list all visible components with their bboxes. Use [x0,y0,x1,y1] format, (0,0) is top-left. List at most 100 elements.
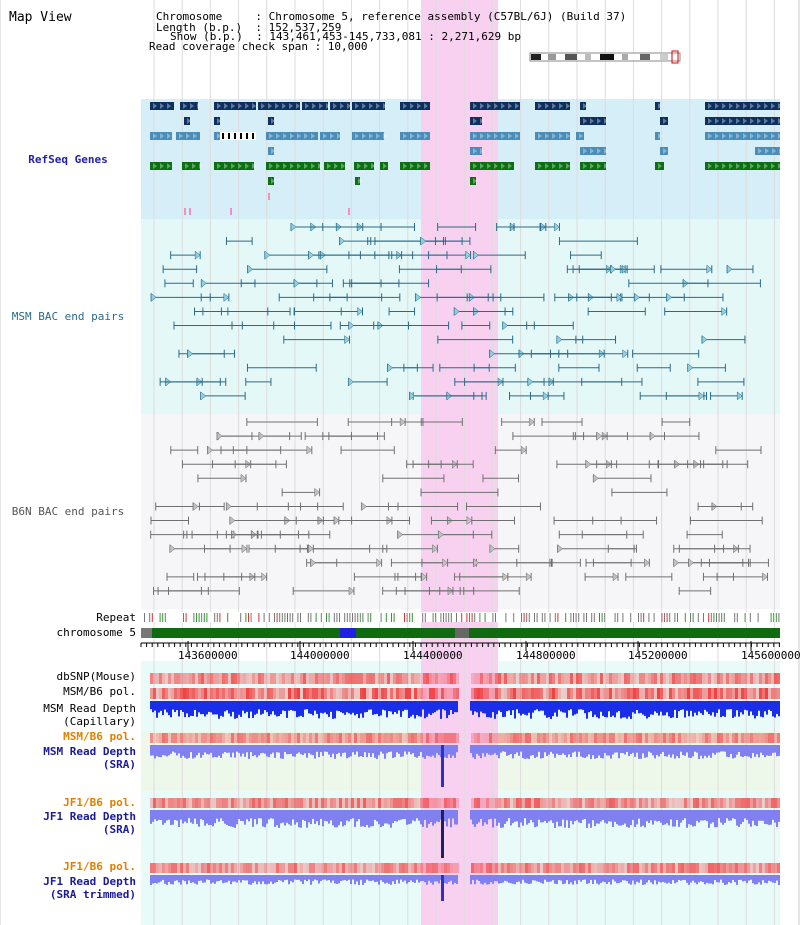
msm-b6-pol-label[interactable]: MSM/B6 pol. [63,685,136,698]
msm-sra-depth [434,745,436,758]
msm-capillary-depth [324,701,326,713]
repeat-mark [554,613,556,622]
repeat-mark [744,613,746,622]
msm-sra-depth [512,745,514,759]
msm-capillary-depth [712,701,714,713]
msm-sra-depth [568,745,570,755]
msm-read-depth-capillary-label[interactable]: MSM Read Depth [43,702,136,715]
jf1-trim-depth [274,875,276,883]
msm-capillary-depth [564,701,566,713]
jf1-b6-pol-cell [294,798,297,808]
msm-bac-track-label[interactable]: MSM BAC end pairs [11,310,125,323]
ideogram-band [565,54,577,60]
msm-bac-pair-arrow [420,236,427,246]
msm-sra-depth [158,745,160,758]
dbsnp-cell [747,673,750,684]
repeat-mark [250,613,252,622]
gene-strand-arrow [160,133,164,139]
msm-sra-depth [582,745,584,758]
msm-sra-depth [210,745,212,753]
repeat-mark [692,613,694,622]
refseq-track-label[interactable]: RefSeq Genes [28,153,108,166]
msm-b6-pol-cell [420,688,423,699]
gene-strand-arrow [403,163,407,169]
msm-capillary-depth [560,701,562,712]
jf1-trim-depth [216,875,218,882]
jf1-sra-depth [598,810,600,824]
msm-b6-pol-label-2[interactable]: MSM/B6 pol. [63,730,136,743]
jf1-trim-depth [484,875,486,883]
gene-strand-arrow [480,133,484,139]
jf1-b6-pol-2-cell [501,863,504,873]
jf1-b6-pol-cell [594,798,597,808]
msm-capillary-depth [574,701,576,715]
dbsnp-cell [375,673,378,684]
jf1-b6-pol-label-2[interactable]: JF1/B6 pol. [63,860,136,873]
jf1-read-depth-trimmed-label[interactable]: JF1 Read Depth [43,875,136,888]
jf1-b6-pol-label[interactable]: JF1/B6 pol. [63,796,136,809]
msm-b6-pol-cell [747,688,750,699]
msm-sra-depth [496,745,498,756]
jf1-b6-pol-cell [249,798,252,808]
ideogram-outline [529,52,681,62]
msm-sra-depth [260,745,262,754]
msm-sra-depth [524,745,526,759]
jf1-b6-pol-2-cell [357,863,360,873]
msm-b6-pol-2-cell [399,733,402,743]
msm-b6-pol-2-cell [153,733,156,743]
jf1-b6-pol-cell [567,798,570,808]
jf1-b6-pol-cell [777,798,780,808]
msm-bac-pair-arrow [542,391,549,401]
msm-b6-pol-2-cell [585,733,588,743]
msm-sra-depth [164,745,166,756]
jf1-sra-depth [498,810,500,823]
jf1-b6-pol-cell [612,798,615,808]
msm-read-depth-sra-label[interactable]: MSM Read Depth [43,745,136,758]
dbsnp-track-label[interactable]: dbSNP(Mouse) [56,670,136,683]
jf1-b6-pol-cell [267,798,270,808]
msm-capillary-depth [530,701,532,719]
jf1-trim-depth [650,875,652,883]
msm-capillary-depth [172,701,174,710]
msm-sra-depth [488,745,490,755]
dbsnp-cell [405,673,408,684]
b6n-bac-track-label[interactable]: B6N BAC end pairs [11,505,125,518]
jf1-sra-depth [430,810,432,823]
b6n-bac-pair-arrow [649,431,656,441]
msm-sra-depth [580,745,582,757]
jf1-b6-pol-2-cell [285,863,288,873]
msm-bac-pair-arrow [339,236,345,246]
msm-bac-pair-arrow [616,292,623,302]
jf1-b6-pol-cell [708,798,711,808]
jf1-trim-depth [280,875,282,881]
msm-capillary-depth [188,701,190,718]
msm-sra-depth [500,745,502,753]
jf1-sra-depth [154,810,156,820]
jf1-b6-pol-cell [579,798,582,808]
msm-capillary-depth [630,701,632,719]
jf1-trim-depth [472,875,474,880]
jf1-trim-depth [678,875,680,880]
dbsnp-cell [513,673,516,684]
msm-sra-depth [310,745,312,755]
msm-capillary-depth [550,701,552,719]
msm-sra-depth [730,745,732,754]
gene-strand-arrow [403,103,407,109]
msm-b6-pol-cell [414,688,417,699]
jf1-b6-pol-cell [609,798,612,808]
msm-capillary-depth [642,701,644,715]
msm-b6-pol-2-cell [594,733,597,743]
msm-b6-pol-2-cell [387,733,390,743]
gene-exon [660,117,668,125]
dbsnp-cell [303,673,306,684]
jf1-read-depth-sra-label[interactable]: JF1 Read Depth [43,810,136,823]
msm-b6-pol-2-cell [627,733,630,743]
jf1-trim-depth [742,875,744,882]
msm-b6-pol-cell [555,688,558,699]
repeat-mark [690,613,691,622]
msm-sra-depth [480,745,482,759]
jf1-sra-depth [770,810,772,825]
jf1-b6-pol-cell [186,798,189,808]
jf1-b6-pol-2-cell [492,863,495,873]
